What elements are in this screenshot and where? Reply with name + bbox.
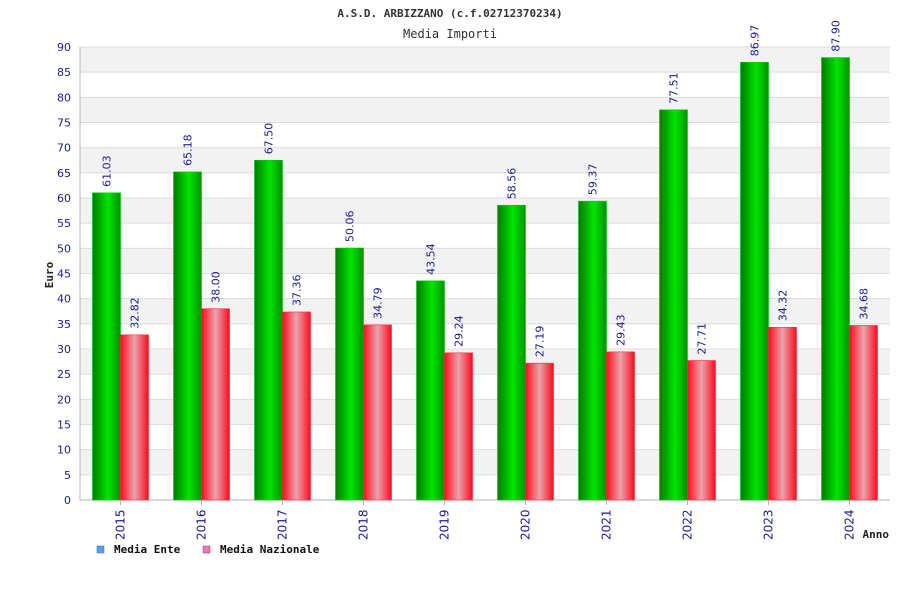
y-tick-label: 55 — [57, 217, 71, 230]
bar-media-nazionale — [606, 351, 635, 501]
bar-media-ente — [578, 200, 607, 501]
bar-media-nazionale — [849, 325, 878, 501]
legend-label-nazionale: Media Nazionale — [220, 543, 320, 556]
bar-media-nazionale — [687, 360, 716, 501]
x-tick-label: 2016 — [195, 509, 209, 540]
y-tick-label: 75 — [57, 117, 71, 130]
data-label: 27.71 — [696, 323, 709, 355]
x-tick-label: 2023 — [762, 509, 776, 540]
data-label: 32.82 — [129, 297, 142, 329]
bar-media-nazionale — [444, 352, 473, 501]
bar-media-ente — [497, 204, 526, 501]
bar-media-ente — [254, 159, 283, 501]
bar-media-ente — [821, 57, 850, 501]
x-tick-label: 2015 — [114, 509, 128, 540]
bar-media-nazionale — [525, 362, 554, 501]
data-label: 29.24 — [453, 315, 466, 347]
bar-media-ente — [92, 192, 121, 501]
x-tick-label: 2022 — [681, 509, 695, 540]
y-tick-label: 20 — [57, 393, 71, 406]
bar-media-ente — [173, 171, 202, 501]
data-label: 65.18 — [182, 134, 195, 166]
y-tick-label: 70 — [57, 142, 71, 155]
data-label: 43.54 — [425, 243, 438, 275]
data-label: 34.79 — [372, 287, 385, 319]
y-tick-label: 50 — [57, 242, 71, 255]
bar-media-nazionale — [120, 334, 149, 501]
x-tick-label: 2018 — [357, 509, 371, 540]
y-tick-label: 60 — [57, 192, 71, 205]
bar-media-nazionale — [282, 311, 311, 501]
data-label: 86.97 — [749, 25, 762, 57]
y-tick-label: 85 — [57, 66, 71, 79]
x-axis-label: Anno — [863, 528, 890, 541]
data-label: 29.43 — [615, 314, 628, 346]
legend-label-ente: Media Ente — [114, 543, 181, 556]
data-label: 77.51 — [668, 72, 681, 104]
data-label: 58.56 — [506, 168, 519, 200]
y-tick-label: 10 — [57, 444, 71, 457]
y-tick-label: 35 — [57, 318, 71, 331]
y-tick-label: 65 — [57, 167, 71, 180]
bar-media-nazionale — [363, 324, 392, 501]
x-tick-label: 2020 — [519, 509, 533, 540]
data-label: 50.06 — [344, 211, 357, 243]
data-label: 67.50 — [263, 123, 276, 155]
y-tick-label: 0 — [64, 494, 71, 507]
legend-swatch-ente — [96, 545, 105, 554]
chart-subtitle: Media Importi — [403, 27, 497, 41]
legend: Media Ente Media Nazionale — [96, 543, 320, 556]
x-tick-label: 2017 — [276, 509, 290, 540]
bar-media-ente — [659, 109, 688, 501]
bar-media-ente — [335, 247, 364, 501]
y-tick-label: 25 — [57, 368, 71, 381]
data-label: 87.90 — [830, 20, 843, 52]
data-label: 27.19 — [534, 326, 547, 358]
legend-swatch-nazionale — [202, 545, 211, 554]
data-label: 38.00 — [210, 271, 223, 303]
bar-media-ente — [740, 61, 769, 501]
chart-title: A.S.D. ARBIZZANO (c.f.02712370234) — [337, 7, 562, 20]
y-tick-label: 30 — [57, 343, 71, 356]
y-axis-label: Euro — [43, 261, 56, 288]
x-tick-label: 2024 — [843, 509, 857, 540]
bar-media-nazionale — [201, 308, 230, 501]
data-label: 34.32 — [777, 290, 790, 322]
x-tick-label: 2019 — [438, 509, 452, 540]
y-tick-label: 45 — [57, 268, 71, 281]
bar-media-ente — [416, 280, 445, 501]
y-tick-label: 90 — [57, 41, 71, 54]
y-tick-label: 5 — [64, 469, 71, 482]
data-label: 37.36 — [291, 274, 304, 306]
y-tick-label: 80 — [57, 91, 71, 104]
bar-media-nazionale — [768, 326, 797, 501]
y-tick-label: 40 — [57, 293, 71, 306]
plot-area: 0 5 10 15 20 25 30 35 40 45 50 55 60 65 70 75 80 85 90 61.0… — [57, 20, 890, 540]
x-tick-label: 2021 — [600, 509, 614, 540]
data-label: 61.03 — [101, 155, 114, 187]
y-tick-label: 15 — [57, 419, 71, 432]
data-label: 34.68 — [858, 288, 871, 320]
data-label: 59.37 — [587, 164, 600, 196]
